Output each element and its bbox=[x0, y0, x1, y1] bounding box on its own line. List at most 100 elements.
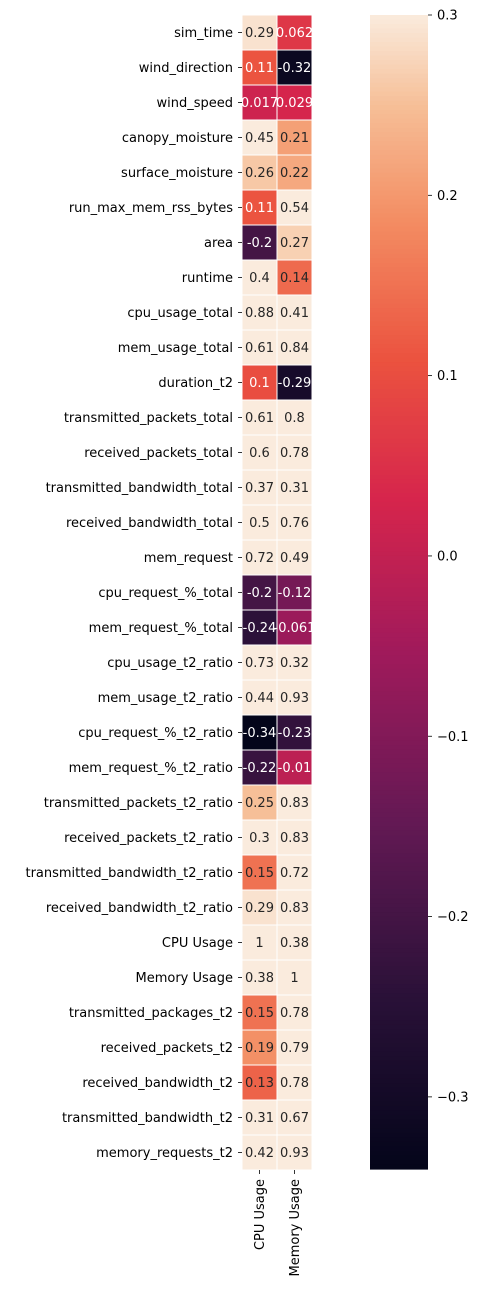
row-label: canopy_moisture bbox=[122, 131, 233, 146]
cell-value-label: 0.11 bbox=[245, 61, 274, 76]
colorbar-strip bbox=[370, 312, 428, 318]
colorbar-strip bbox=[370, 767, 428, 773]
colorbar-strip bbox=[370, 533, 428, 539]
colorbar-strip bbox=[370, 28, 428, 34]
colorbar-strip bbox=[370, 799, 428, 805]
colorbar-strip bbox=[370, 109, 428, 115]
colorbar-strip bbox=[370, 975, 428, 981]
colorbar-strip bbox=[370, 641, 428, 647]
cell-value-label: 0.14 bbox=[280, 271, 309, 286]
colorbar-strip bbox=[370, 844, 428, 850]
colorbar-strip bbox=[370, 470, 428, 476]
colorbar-strip bbox=[370, 321, 428, 327]
colorbar-strip bbox=[370, 1101, 428, 1107]
colorbar-strip bbox=[370, 46, 428, 52]
row-label: Memory Usage bbox=[135, 971, 233, 986]
column-label: Memory Usage bbox=[288, 1179, 303, 1277]
colorbar-strip bbox=[370, 434, 428, 440]
cell-value-label: -0.29 bbox=[278, 376, 312, 391]
colorbar-strip bbox=[370, 339, 428, 345]
colorbar-strip bbox=[370, 736, 428, 742]
colorbar-strip bbox=[370, 610, 428, 616]
colorbar-strip bbox=[370, 1065, 428, 1071]
row-label: received_packets_t2_ratio bbox=[64, 831, 233, 846]
colorbar-strip bbox=[370, 1110, 428, 1116]
row-label: surface_moisture bbox=[121, 166, 233, 181]
colorbar-strip bbox=[370, 1141, 428, 1148]
colorbar-strip bbox=[370, 411, 428, 417]
row-label: area bbox=[204, 236, 233, 251]
colorbar-strip bbox=[370, 335, 428, 341]
colorbar-strip bbox=[370, 821, 428, 828]
cell-value-label: 1 bbox=[255, 936, 263, 951]
colorbar-strip bbox=[370, 605, 428, 611]
colorbar-strip bbox=[370, 889, 428, 895]
colorbar-strip bbox=[370, 776, 428, 782]
colorbar-strip bbox=[370, 344, 428, 350]
heatmap-cell bbox=[276, 119, 313, 156]
cell-value-label: -0.23 bbox=[278, 726, 312, 741]
colorbar-strip bbox=[370, 199, 428, 205]
heatmap-cell bbox=[241, 539, 278, 576]
colorbar-strip bbox=[370, 443, 428, 449]
colorbar-strip bbox=[370, 758, 428, 764]
colorbar-strip bbox=[370, 64, 428, 70]
colorbar-strip bbox=[370, 217, 428, 223]
row-label: mem_request_%_t2_ratio bbox=[69, 761, 233, 776]
cell-value-label: 0.22 bbox=[280, 166, 309, 181]
row-label: cpu_request_%_t2_ratio bbox=[78, 726, 233, 741]
row-label: mem_request_%_total bbox=[89, 621, 233, 636]
colorbar-strip bbox=[370, 447, 428, 453]
colorbar-strip bbox=[370, 1020, 428, 1026]
colorbar-strip bbox=[370, 488, 428, 494]
heatmap-cell bbox=[276, 434, 313, 471]
heatmap-cell bbox=[276, 84, 313, 121]
row-label: received_packets_total bbox=[84, 446, 233, 461]
colorbar-strip bbox=[370, 1078, 428, 1084]
colorbar-strip bbox=[370, 456, 428, 462]
colorbar-strip bbox=[370, 871, 428, 877]
colorbar-strip bbox=[370, 686, 428, 692]
heatmap-cell bbox=[241, 784, 278, 821]
colorbar-strip bbox=[370, 749, 428, 755]
cell-value-label: 0.15 bbox=[245, 866, 274, 881]
cell-value-label: 0.45 bbox=[245, 131, 274, 146]
colorbar-tick-label: 0.2 bbox=[437, 189, 458, 204]
colorbar-strip bbox=[370, 1123, 428, 1130]
colorbar-strip bbox=[370, 362, 428, 368]
colorbar-strip bbox=[370, 123, 428, 129]
row-label: received_bandwidth_total bbox=[66, 516, 233, 531]
cell-value-label: 0.1 bbox=[249, 376, 270, 391]
cell-value-label: -0.2 bbox=[247, 586, 272, 601]
colorbar-strip bbox=[370, 479, 428, 485]
colorbar-strip bbox=[370, 596, 428, 602]
colorbar-strip bbox=[370, 637, 428, 643]
colorbar-strip bbox=[370, 127, 428, 133]
cell-value-label: -0.12 bbox=[278, 586, 312, 601]
colorbar-strip bbox=[370, 249, 428, 255]
colorbar-strip bbox=[370, 898, 428, 904]
colorbar-strip bbox=[370, 1047, 428, 1053]
heatmap-cell bbox=[276, 49, 313, 86]
colorbar-strip bbox=[370, 952, 428, 958]
colorbar-strip bbox=[370, 916, 428, 922]
colorbar-strip bbox=[370, 578, 428, 584]
colorbar-strip bbox=[370, 402, 428, 408]
colorbar-tick-label: 0.0 bbox=[437, 549, 458, 564]
cell-value-label: 0.19 bbox=[245, 1041, 274, 1056]
colorbar-strip bbox=[370, 438, 428, 444]
cell-value-label: -0.34 bbox=[243, 726, 277, 741]
colorbar-strip bbox=[370, 150, 428, 156]
cell-value-label: 0.11 bbox=[245, 201, 274, 216]
colorbar-strip bbox=[370, 416, 428, 422]
colorbar-strip bbox=[370, 235, 428, 241]
colorbar-strip bbox=[370, 1164, 428, 1170]
colorbar-strip bbox=[370, 704, 428, 710]
heatmap-cell bbox=[276, 14, 313, 51]
colorbar-strip bbox=[370, 564, 428, 571]
colorbar-strip bbox=[370, 912, 428, 918]
colorbar-strip bbox=[370, 172, 428, 178]
heatmap-cell bbox=[276, 364, 313, 401]
heatmap-cell bbox=[241, 399, 278, 436]
